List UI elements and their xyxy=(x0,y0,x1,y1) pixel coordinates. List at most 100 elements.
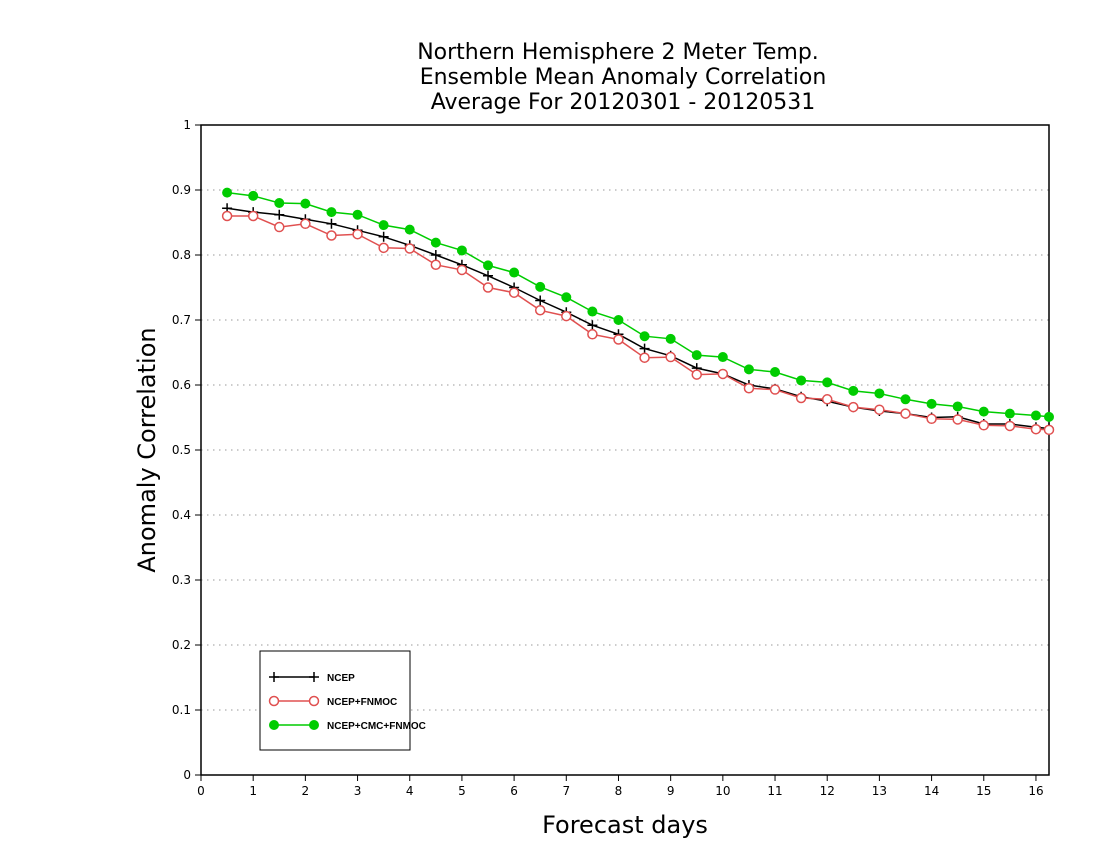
x-tick-label: 3 xyxy=(354,784,362,798)
data-point xyxy=(404,243,415,254)
legend-item-ncep: NCEP xyxy=(269,672,355,684)
data-point xyxy=(326,218,337,229)
x-tick-label: 10 xyxy=(715,784,730,798)
series-1 xyxy=(221,210,1055,436)
data-point xyxy=(926,398,937,409)
y-tick-label: 0.5 xyxy=(172,443,191,457)
x-tick-label: 12 xyxy=(820,784,835,798)
y-tick-label: 0.6 xyxy=(172,378,191,392)
data-point xyxy=(561,292,572,303)
data-point xyxy=(483,260,494,271)
data-point xyxy=(613,334,624,345)
data-point xyxy=(743,364,754,375)
data-point xyxy=(821,394,833,405)
chart-title-line-3: Average For 20120301 - 20120531 xyxy=(431,90,816,115)
series-2 xyxy=(222,187,1054,422)
legend-marker-ncep-cmc-fnmoc xyxy=(269,720,279,730)
x-axis: 0 1 2 3 4 5 6 7 8 9 10 11 12 13 14 15 16 xyxy=(197,775,1044,798)
x-tick-label: 8 xyxy=(615,784,623,798)
chart-title: Northern Hemisphere 2 Meter Temp. Ensemb… xyxy=(417,40,826,115)
data-point xyxy=(482,282,494,293)
data-point xyxy=(795,392,807,404)
data-point xyxy=(770,367,781,377)
legend-marker-ncep-cmc-fnmoc-end xyxy=(309,720,319,730)
data-point xyxy=(848,385,859,396)
data-point xyxy=(535,295,546,306)
y-tick-label: 1 xyxy=(183,118,191,132)
data-point xyxy=(326,230,337,241)
series-0 xyxy=(222,203,1054,434)
series-line xyxy=(227,215,1050,431)
data-point xyxy=(952,414,963,425)
data-point xyxy=(665,333,676,344)
data-point xyxy=(430,259,442,270)
legend-label-ncep-cmc-fnmoc: NCEP+CMC+FNMOC xyxy=(327,721,426,732)
data-point xyxy=(717,368,729,380)
data-point xyxy=(1030,410,1041,421)
data-point xyxy=(509,267,520,278)
series-line xyxy=(227,191,1050,418)
y-tick-label: 0.3 xyxy=(172,573,191,587)
y-tick-label: 0.7 xyxy=(172,313,191,327)
y-axis-title: Anomaly Correlation xyxy=(133,327,161,572)
data-point xyxy=(848,401,859,413)
x-tick-label: 13 xyxy=(872,784,887,798)
data-point xyxy=(926,413,937,425)
y-tick-label: 0.8 xyxy=(172,248,191,262)
x-tick-label: 7 xyxy=(562,784,570,798)
data-point xyxy=(691,350,702,361)
data-point xyxy=(222,187,233,198)
x-tick-label: 14 xyxy=(924,784,939,798)
legend-label-ncep: NCEP xyxy=(327,673,355,684)
data-point xyxy=(1030,423,1042,435)
data-point xyxy=(274,221,285,233)
data-point xyxy=(1004,408,1015,419)
data-point xyxy=(404,224,415,235)
data-point xyxy=(822,377,833,388)
data-point xyxy=(274,198,285,208)
data-point xyxy=(378,242,389,254)
x-tick-label: 1 xyxy=(249,784,257,798)
data-point xyxy=(874,404,885,415)
data-point xyxy=(874,388,885,399)
data-point xyxy=(1043,424,1055,436)
data-point xyxy=(900,394,911,405)
legend-item-ncep-cmc-fnmoc: NCEP+CMC+FNMOC xyxy=(269,720,426,732)
legend-marker-ncep-fnmoc xyxy=(268,695,280,707)
data-point xyxy=(900,408,911,419)
data-point xyxy=(587,329,598,340)
series-group xyxy=(221,187,1055,436)
data-point xyxy=(430,237,441,248)
legend-marker-ncep xyxy=(269,672,319,682)
x-tick-label: 0 xyxy=(197,784,205,798)
data-point xyxy=(534,305,546,316)
y-axis: 0 0.1 0.2 0.3 0.4 0.5 0.6 0.7 0.8 0.9 1 xyxy=(172,118,201,782)
chart-title-line-2: Ensemble Mean Anomaly Correlation xyxy=(420,65,827,90)
data-point xyxy=(587,320,598,331)
data-point xyxy=(639,343,650,354)
x-tick-label: 16 xyxy=(1028,784,1043,798)
chart-title-line-1: Northern Hemisphere 2 Meter Temp. xyxy=(417,40,819,65)
data-point xyxy=(535,281,546,292)
data-point xyxy=(456,264,468,276)
series-line xyxy=(226,207,1050,430)
data-point xyxy=(248,190,259,201)
x-tick-label: 6 xyxy=(510,784,518,798)
data-point xyxy=(430,250,441,260)
x-tick-label: 2 xyxy=(302,784,310,798)
data-point xyxy=(796,375,807,386)
data-point xyxy=(717,352,728,363)
y-tick-label: 0 xyxy=(183,768,191,782)
x-tick-label: 4 xyxy=(406,784,414,798)
data-point xyxy=(483,270,494,281)
x-axis-title: Forecast days xyxy=(542,811,708,839)
data-point xyxy=(300,218,311,230)
data-point xyxy=(952,401,963,412)
data-point xyxy=(300,198,311,209)
data-point xyxy=(274,209,285,220)
legend-marker-ncep-fnmoc-end xyxy=(308,695,320,707)
legend-item-ncep-fnmoc: NCEP+FNMOC xyxy=(268,695,397,708)
data-point xyxy=(639,331,650,342)
data-point xyxy=(456,245,467,256)
